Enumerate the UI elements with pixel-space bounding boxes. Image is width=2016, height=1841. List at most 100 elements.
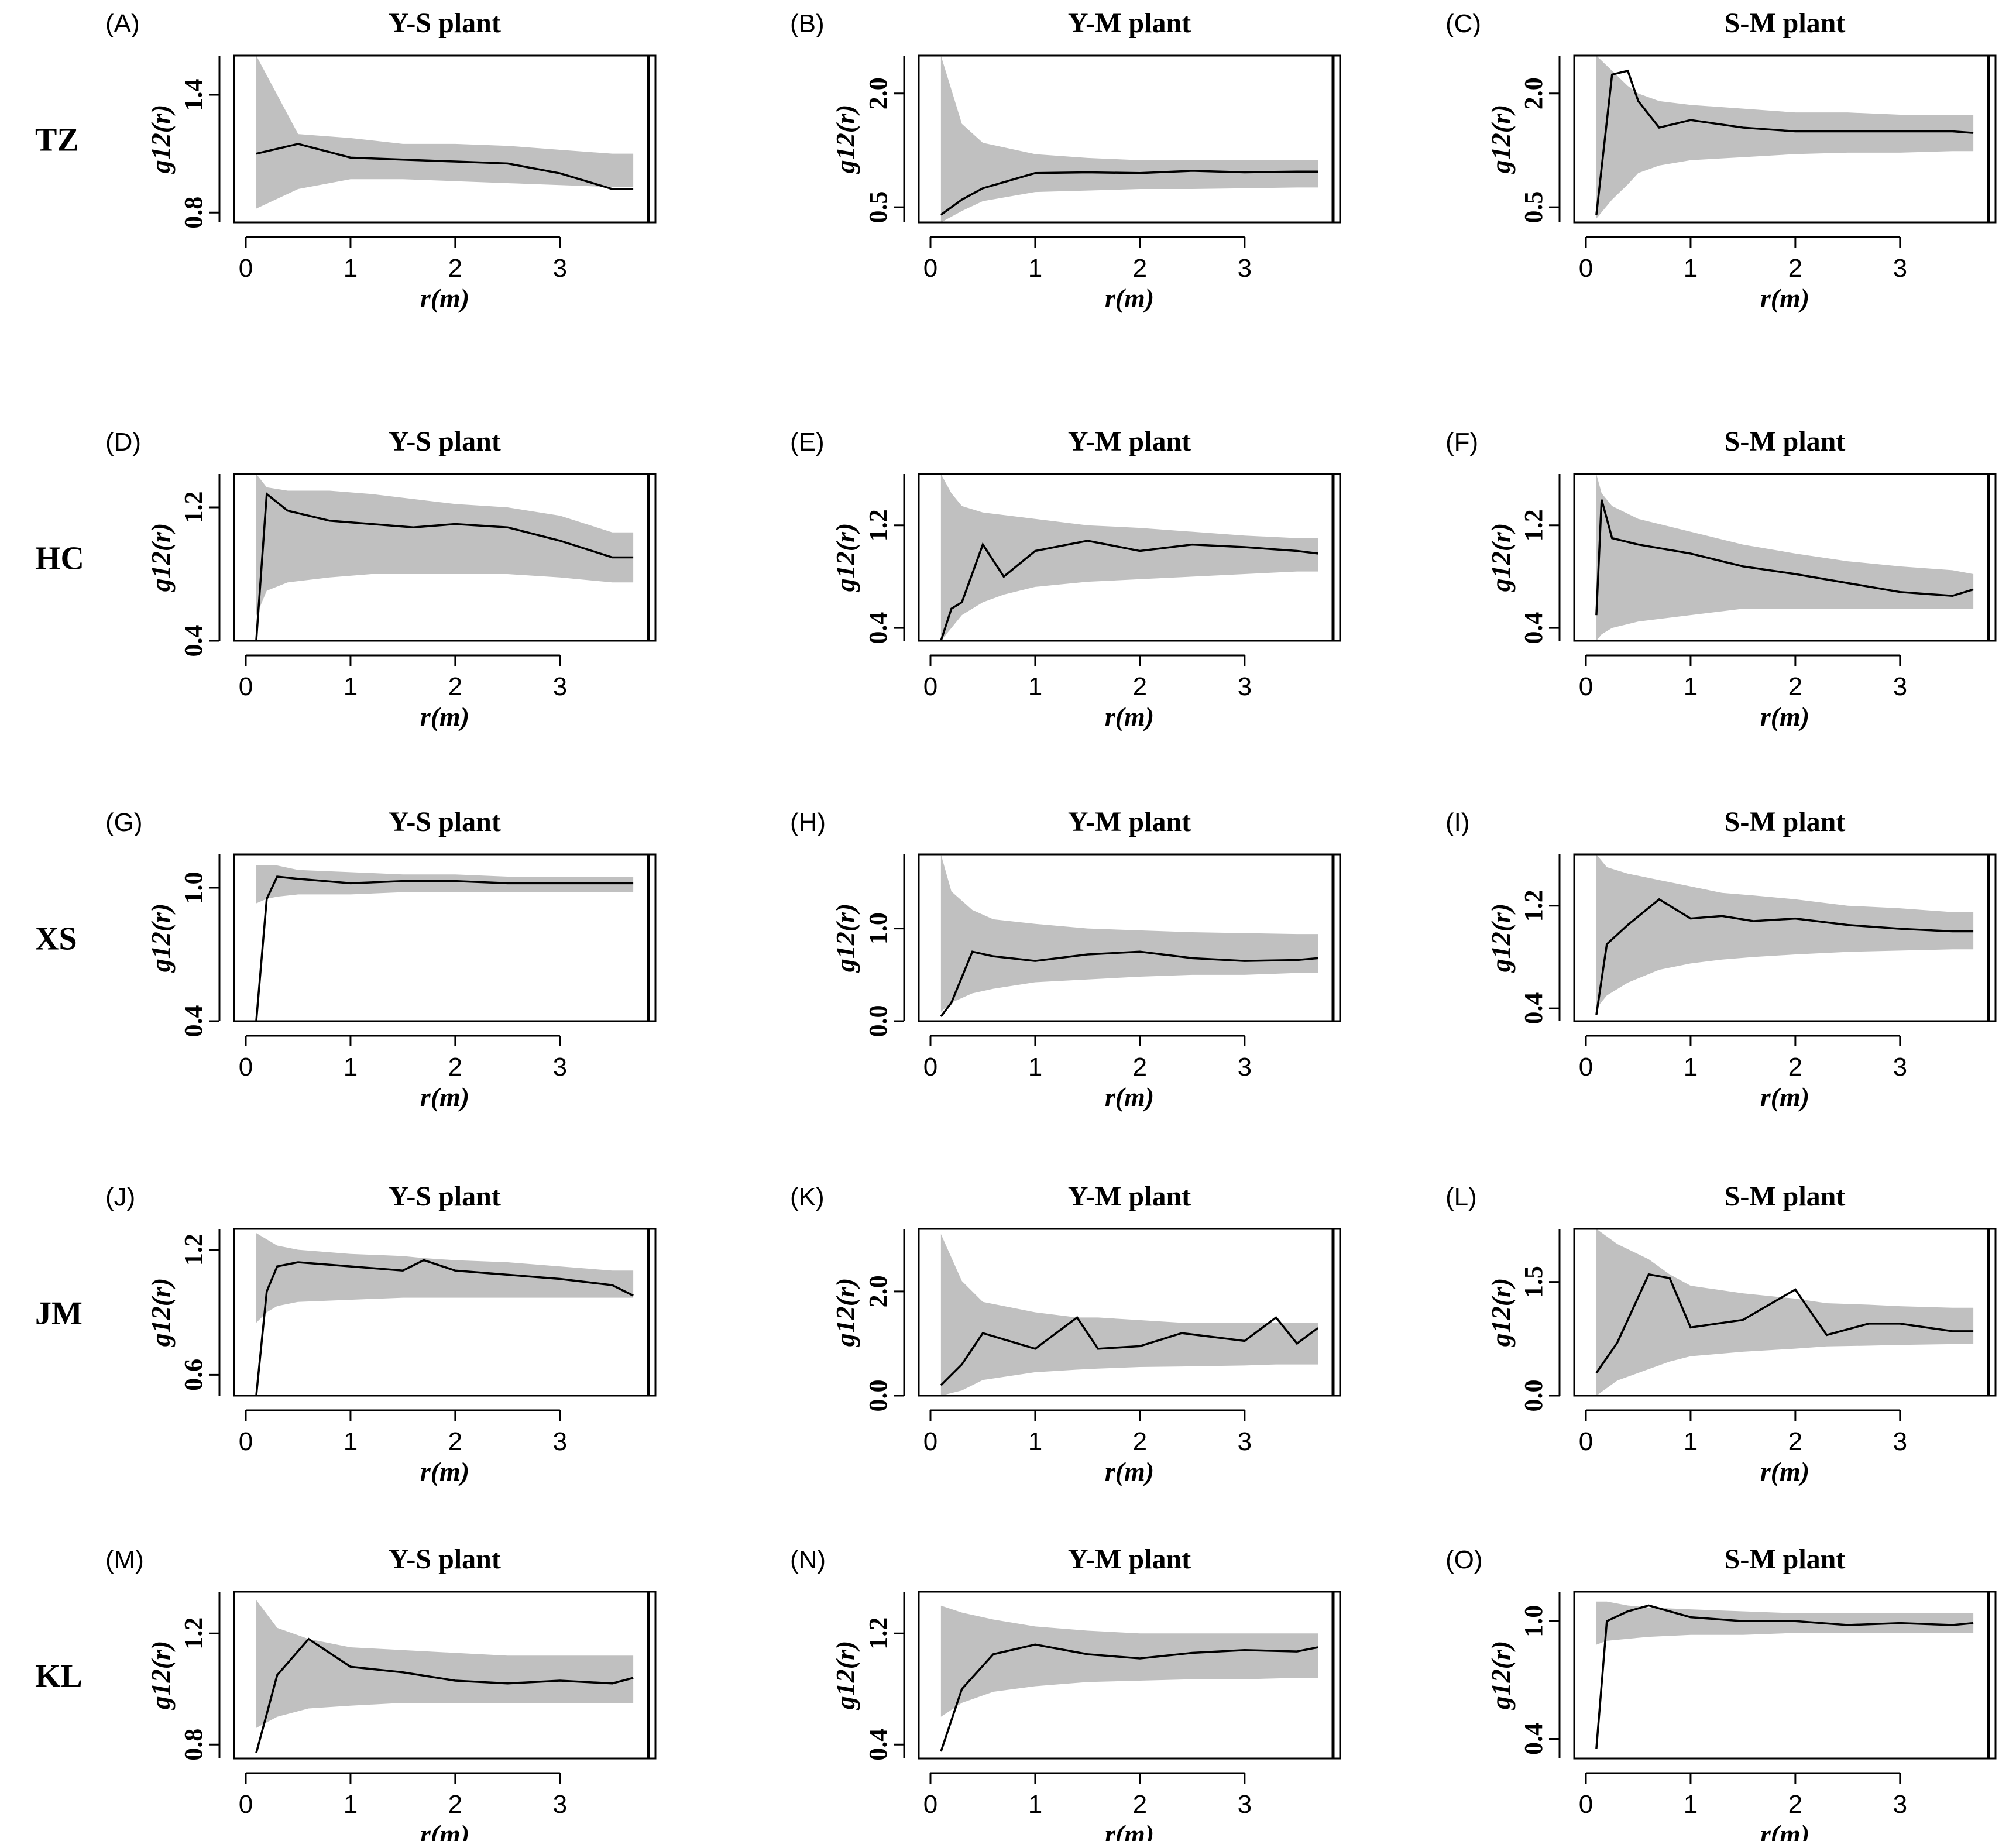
x-tick-label: 0 (1579, 1790, 1593, 1819)
x-tick-label: 0 (239, 254, 253, 283)
y-axis-label: g12(r) (830, 1278, 860, 1348)
x-tick-label: 3 (1238, 254, 1252, 283)
plot-frame (1573, 853, 1997, 1022)
y-tick-label: 1.2 (864, 1617, 892, 1650)
chart-title: Y-S plant (389, 1181, 501, 1212)
x-axis-label: r(m) (1760, 1457, 1809, 1486)
x-tick-label: 3 (1893, 1427, 1907, 1456)
confidence-envelope (256, 1233, 634, 1323)
plot-frame (233, 1228, 657, 1397)
x-tick-label: 0 (923, 1427, 937, 1456)
y-tick-label: 1.2 (179, 1617, 208, 1650)
confidence-envelope (940, 56, 1318, 222)
chart-title: Y-M plant (1068, 806, 1191, 837)
series-line (940, 1316, 1319, 1386)
x-tick-label: 1 (1028, 254, 1042, 283)
panel-letter: (H) (790, 808, 826, 837)
x-tick-label: 0 (1579, 1053, 1593, 1081)
x-tick-label: 1 (344, 1427, 358, 1456)
plot-frame (918, 1591, 1341, 1760)
y-tick-label: 0.4 (1519, 612, 1548, 644)
chart-title: S-M plant (1725, 1181, 1846, 1212)
panel-letter: (L) (1445, 1183, 1477, 1211)
series-line (255, 875, 634, 1022)
x-axis-label: r(m) (1760, 1819, 1809, 1841)
series-line (1595, 1273, 1974, 1374)
x-tick-label: 0 (923, 1790, 937, 1819)
x-axis-label: r(m) (1105, 283, 1154, 313)
y-tick-label: 2.0 (864, 1275, 892, 1307)
x-axis-label: r(m) (1760, 283, 1809, 313)
chart-title: Y-M plant (1068, 426, 1191, 457)
x-tick-label: 3 (1238, 1053, 1252, 1081)
confidence-envelope (1596, 854, 1974, 1009)
series-line (255, 492, 634, 641)
series-line (255, 1259, 634, 1396)
series-line (940, 170, 1318, 216)
x-tick-label: 2 (1788, 254, 1802, 283)
plot-frame (918, 853, 1341, 1022)
y-axis-label: g12(r) (146, 1278, 176, 1348)
chart-title: Y-M plant (1068, 1181, 1191, 1212)
series-line (1595, 1604, 1974, 1749)
plot-frame (233, 473, 657, 642)
chart-title: Y-S plant (389, 426, 501, 457)
x-tick-label: 0 (239, 1427, 253, 1456)
y-tick-label: 1.0 (179, 872, 208, 904)
panel-letter: (F) (1445, 428, 1478, 456)
x-tick-label: 1 (1684, 1790, 1698, 1819)
x-tick-label: 0 (1579, 254, 1593, 283)
x-tick-label: 3 (1893, 254, 1907, 283)
x-tick-label: 3 (553, 254, 567, 283)
x-axis-label: r(m) (1105, 702, 1154, 731)
y-axis-label: g12(r) (146, 523, 176, 593)
plot-frame (918, 473, 1341, 642)
x-tick-label: 1 (344, 1053, 358, 1081)
y-tick-label: 1.0 (1519, 1605, 1548, 1637)
y-axis-label: g12(r) (146, 904, 176, 973)
x-tick-label: 1 (1028, 1427, 1042, 1456)
row-labels: TZ HC XS JM KL (35, 122, 84, 1695)
x-tick-label: 0 (239, 672, 253, 701)
y-axis-label: g12(r) (830, 1641, 860, 1711)
panel-letter: (A) (105, 9, 140, 38)
x-axis-label: r(m) (1105, 1082, 1154, 1112)
series-line (940, 540, 1318, 641)
panel-letter: (J) (105, 1183, 135, 1211)
chart-title: Y-M plant (1068, 8, 1191, 39)
panel-letter: (C) (1445, 9, 1481, 38)
row-label-xs: XS (35, 921, 77, 957)
y-tick-label: 0.0 (1519, 1380, 1548, 1412)
y-tick-label: 1.5 (1519, 1266, 1548, 1298)
confidence-envelope (256, 1600, 634, 1728)
x-tick-label: 2 (448, 672, 462, 701)
x-tick-label: 3 (1893, 672, 1907, 701)
plot-frame (918, 1228, 1341, 1397)
x-axis-label: r(m) (1760, 1082, 1809, 1112)
y-tick-label: 0.6 (179, 1359, 208, 1391)
y-tick-label: 0.5 (1519, 191, 1548, 224)
chart-title: Y-S plant (389, 806, 501, 837)
x-tick-label: 3 (1238, 1790, 1252, 1819)
panel-letter: (I) (1445, 808, 1470, 837)
chart-title: S-M plant (1725, 1544, 1846, 1575)
x-tick-label: 2 (448, 1053, 462, 1081)
panel-letter: (D) (105, 428, 141, 456)
x-tick-label: 3 (1238, 1427, 1252, 1456)
x-tick-label: 1 (1684, 254, 1698, 283)
y-tick-label: 0.4 (179, 1005, 208, 1038)
y-axis-label: g12(r) (146, 105, 176, 174)
confidence-envelope (1596, 1601, 1974, 1645)
y-tick-label: 0.0 (864, 1005, 892, 1038)
y-tick-label: 1.2 (1519, 889, 1548, 922)
x-tick-label: 2 (1133, 672, 1147, 701)
